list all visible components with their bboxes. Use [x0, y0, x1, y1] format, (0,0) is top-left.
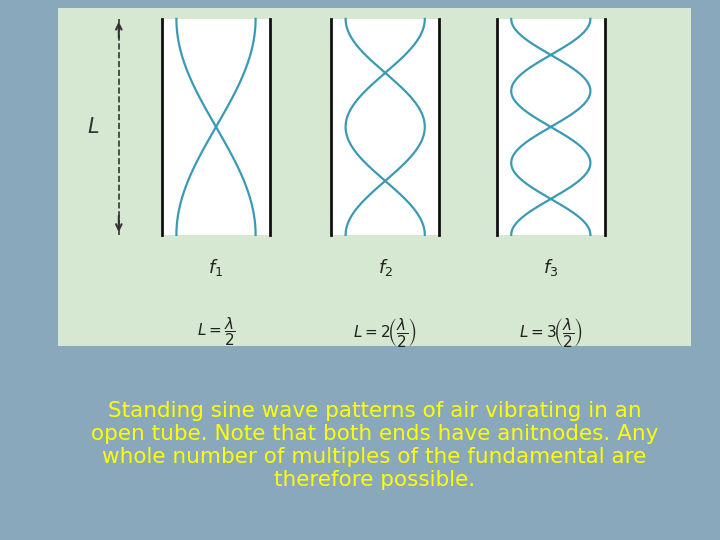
- Bar: [331, 19, 439, 235]
- Text: Standing sine wave patterns of air vibrating in an
open tube. Note that both end: Standing sine wave patterns of air vibra…: [91, 401, 658, 490]
- Bar: [58, 8, 691, 346]
- Text: $L = 2\!\left(\dfrac{\lambda}{2}\right)$: $L = 2\!\left(\dfrac{\lambda}{2}\right)$: [353, 315, 418, 349]
- Text: $L = 3\!\left(\dfrac{\lambda}{2}\right)$: $L = 3\!\left(\dfrac{\lambda}{2}\right)$: [518, 315, 583, 349]
- Text: $L$: $L$: [87, 117, 100, 137]
- Text: $L = \dfrac{\lambda}{2}$: $L = \dfrac{\lambda}{2}$: [197, 316, 235, 348]
- Bar: [497, 19, 605, 235]
- Text: $f_1$: $f_1$: [208, 257, 224, 278]
- Bar: [162, 19, 270, 235]
- Text: $f_3$: $f_3$: [543, 257, 559, 278]
- Text: $f_2$: $f_2$: [378, 257, 392, 278]
